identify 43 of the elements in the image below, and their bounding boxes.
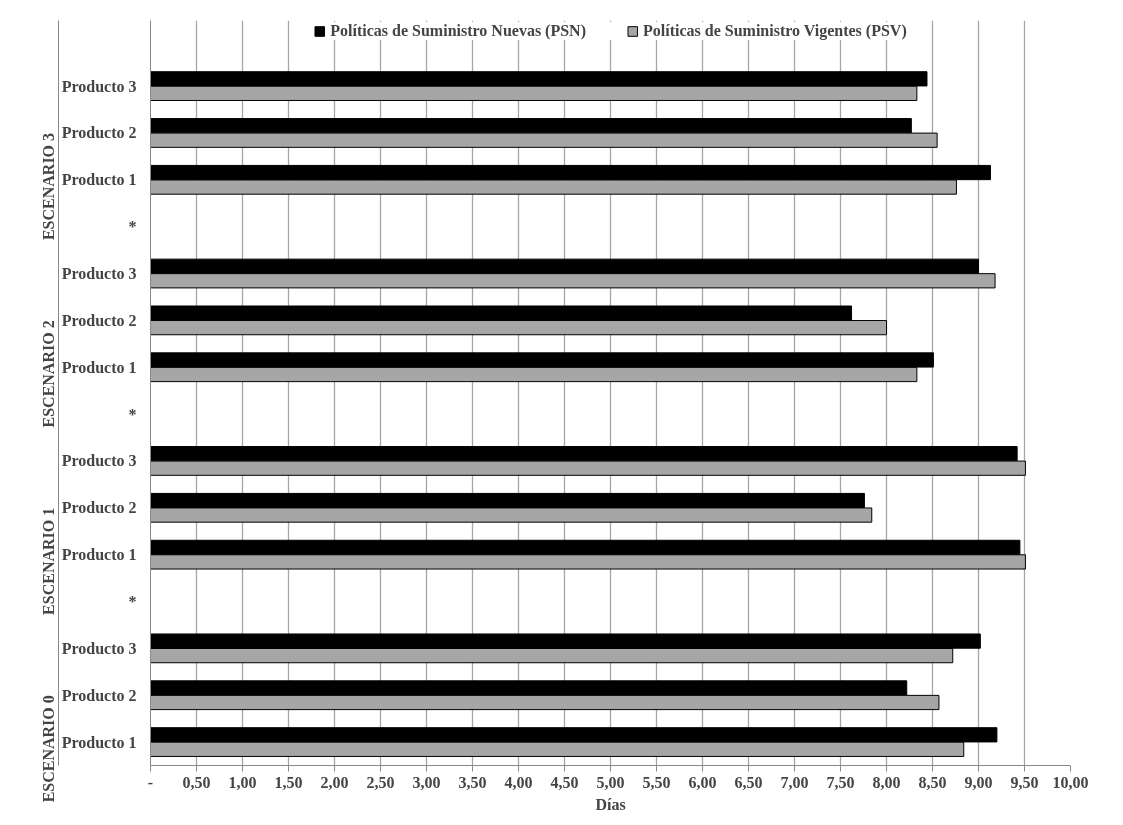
y-tick-label: Producto 2 (61, 311, 137, 329)
x-tick-label: 6,00 (688, 773, 717, 791)
y-tick-label: Producto 1 (61, 546, 137, 564)
legend-label: Políticas de Suministro Nuevas (PSN) (330, 22, 587, 40)
text: ESCENARIO 2 (40, 320, 57, 428)
text: ESCENARIO 1 (40, 507, 57, 615)
x-axis-title: Días (595, 795, 626, 813)
x-tick-label: 10,00 (1052, 773, 1089, 791)
y-tick-label: Producto 3 (61, 639, 137, 657)
x-tick-label: 7,50 (826, 773, 855, 791)
y-tick-label: Producto 2 (61, 686, 137, 704)
y-tick-label: * (128, 218, 137, 236)
x-tick-label: 4,00 (504, 773, 533, 791)
x-tick-label: 2,00 (320, 773, 349, 791)
y-tick-label: Producto 3 (61, 452, 137, 470)
x-tick-label: 9,00 (964, 773, 993, 791)
y-tick-label: * (128, 405, 137, 423)
x-tick-label: 1,50 (274, 773, 303, 791)
x-tick-label: 4,50 (550, 773, 579, 791)
y-tick-label: Producto 3 (61, 77, 137, 95)
legend-label: Políticas de Suministro Vigentes (PSV) (643, 22, 907, 40)
y-tick-label: Producto 1 (61, 358, 137, 376)
x-tick-label: 8,50 (918, 773, 947, 791)
y-tick-label: Producto 3 (61, 265, 137, 283)
x-tick-label: 6,50 (734, 773, 763, 791)
x-tick-label: 1,00 (228, 773, 257, 791)
text: ESCENARIO 3 (40, 132, 57, 241)
x-tick-label: 5,00 (596, 773, 625, 791)
x-tick-label: 2,50 (366, 773, 395, 791)
x-tick-label: 8,00 (872, 773, 901, 791)
y-tick-label: Producto 1 (61, 733, 137, 751)
x-tick-label: 7,00 (780, 773, 809, 791)
text: ESCENARIO 0 (40, 695, 57, 803)
y-tick-label: Producto 2 (61, 124, 137, 142)
x-tick-label: 5,50 (642, 773, 671, 791)
x-tick-label: - (147, 773, 154, 791)
y-tick-label: * (128, 593, 137, 611)
x-tick-label: 3,00 (412, 773, 441, 791)
x-tick-label: 0,50 (182, 773, 211, 791)
y-tick-label: Producto 1 (61, 171, 137, 189)
x-tick-label: 9,50 (1010, 773, 1039, 791)
x-tick-label: 3,50 (458, 773, 487, 791)
y-tick-label: Producto 2 (61, 499, 137, 517)
